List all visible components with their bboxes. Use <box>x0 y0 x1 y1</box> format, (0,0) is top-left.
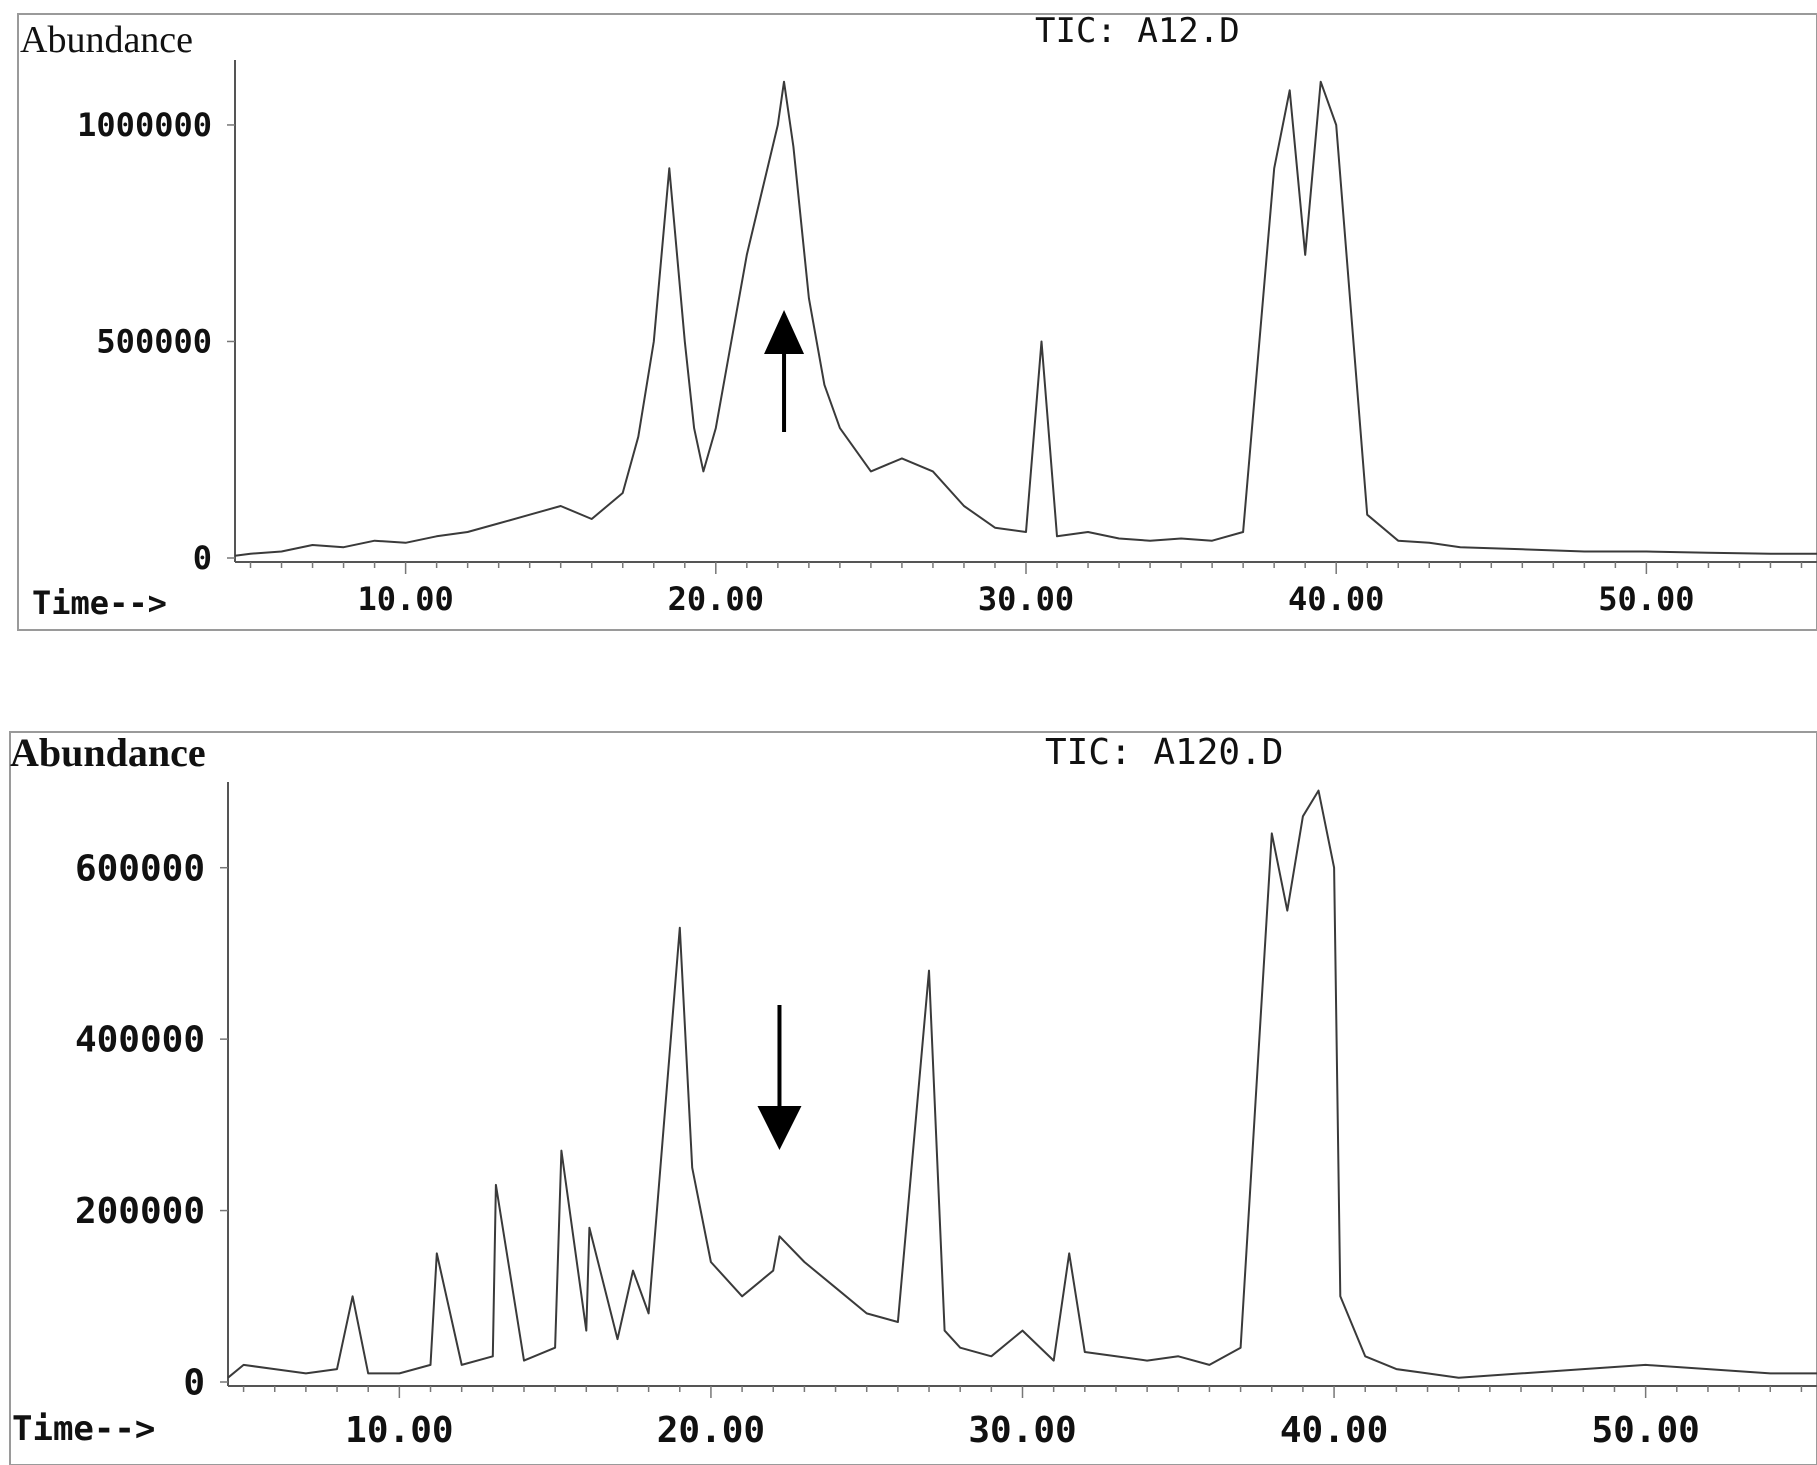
chromatogram-panel-top: Abundance TIC: A12.D Time--> 1000000 5000… <box>17 11 1817 631</box>
y-tick-label: 0 <box>193 539 212 577</box>
x-tick-label: 50.00 <box>1591 1410 1699 1451</box>
x-tick-labels: 10.00 20.00 30.00 40.00 50.00 <box>345 1410 1700 1451</box>
x-tick-label: 50.00 <box>1598 580 1694 618</box>
axes-layer <box>227 60 1817 574</box>
y-axis-label: Abundance <box>10 730 206 775</box>
annotation-arrow-up <box>764 310 805 432</box>
y-axis-label: Abundance <box>20 19 193 61</box>
data-series <box>234 80 1817 557</box>
y-tick-labels: 1000000 500000 0 <box>77 106 212 577</box>
chart-title: TIC: A12.D <box>1035 11 1240 51</box>
x-tick-label: 40.00 <box>1280 1410 1388 1451</box>
y-tick-label: 1000000 <box>77 106 212 144</box>
arrow-head <box>757 1106 802 1150</box>
chromatogram-panel-bottom: Abundance TIC: A120.D Time--> 600000 4000… <box>9 730 1817 1465</box>
chart-title: TIC: A120.D <box>1045 732 1283 773</box>
arrow-head <box>764 310 805 354</box>
panel-frame <box>9 731 1817 1465</box>
tic-trace <box>227 789 1817 1379</box>
y-tick-label: 600000 <box>75 848 205 889</box>
y-tick-label: 500000 <box>96 323 212 361</box>
y-tick-label: 200000 <box>75 1191 205 1232</box>
x-tick-label: 20.00 <box>668 580 764 618</box>
x-tick-label: 10.00 <box>357 580 453 618</box>
x-tick-label: 30.00 <box>978 580 1074 618</box>
x-axis-label: Time--> <box>32 584 167 622</box>
x-tick-labels: 10.00 20.00 30.00 40.00 50.00 <box>357 580 1694 618</box>
x-tick-label: 10.00 <box>345 1410 453 1451</box>
axes-layer <box>220 782 1817 1398</box>
y-tick-label: 0 <box>183 1363 205 1404</box>
annotation-arrow-down <box>757 1005 802 1150</box>
x-tick-label: 30.00 <box>968 1410 1076 1451</box>
x-tick-label: 20.00 <box>657 1410 765 1451</box>
panel-frame <box>17 13 1817 631</box>
x-axis-label: Time--> <box>12 1409 155 1449</box>
y-tick-label: 400000 <box>75 1020 205 1061</box>
data-series <box>227 789 1817 1379</box>
x-tick-label: 40.00 <box>1288 580 1384 618</box>
tic-trace <box>234 80 1817 557</box>
y-tick-labels: 600000 400000 200000 0 <box>75 848 205 1403</box>
